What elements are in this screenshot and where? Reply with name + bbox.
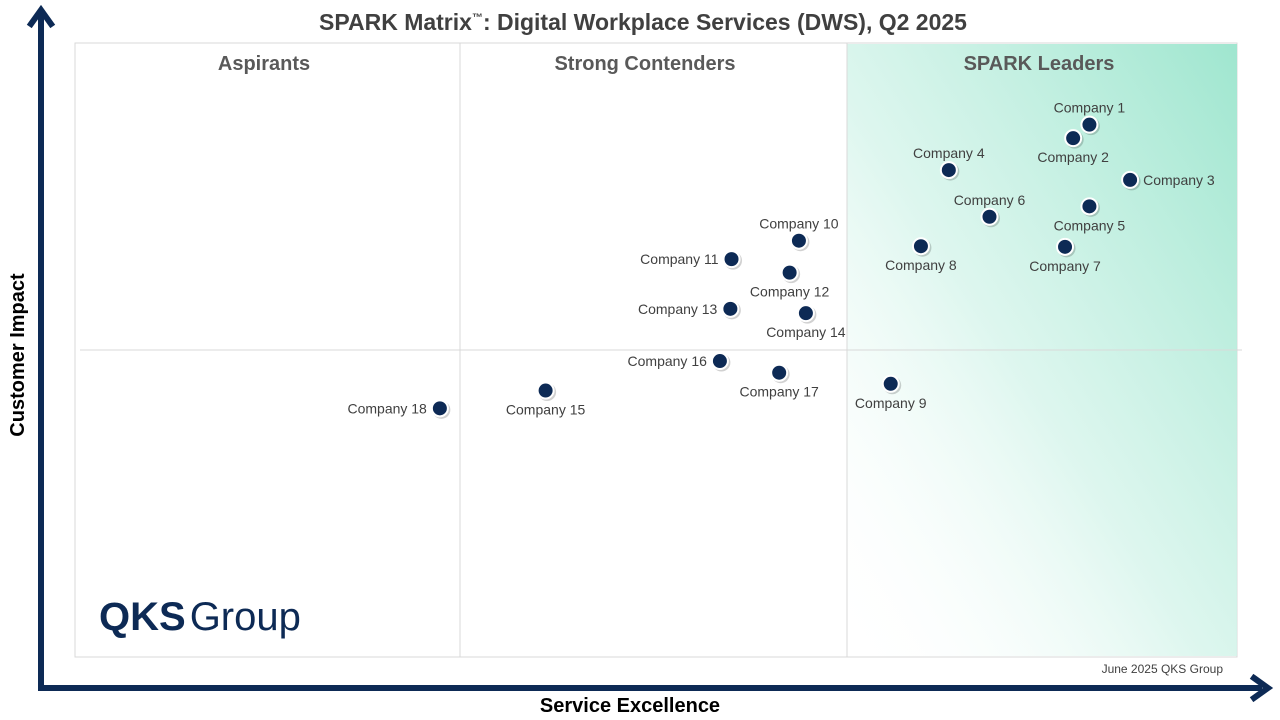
data-point-company-13: [721, 299, 740, 318]
data-point-company-10: [789, 231, 808, 250]
y-axis-label: Customer Impact: [7, 273, 29, 437]
point-label-company-13: Company 13: [638, 301, 718, 317]
data-point-company-14: [796, 304, 815, 323]
point-label-company-3: Company 3: [1143, 172, 1215, 188]
x-axis-label: Service Excellence: [540, 695, 720, 717]
point-label-company-14: Company 14: [766, 324, 846, 340]
data-point-company-2: [1064, 129, 1083, 148]
data-point-company-7: [1056, 237, 1075, 256]
data-point-company-11: [722, 250, 741, 269]
data-point-company-4: [939, 161, 958, 180]
quadrant-label-leaders: SPARK Leaders: [964, 53, 1115, 75]
quadrant-label-aspirants: Aspirants: [218, 53, 310, 75]
data-point-company-12: [780, 263, 799, 282]
point-label-company-17: Company 17: [739, 384, 819, 400]
point-label-company-4: Company 4: [913, 145, 985, 161]
data-point-company-15: [536, 381, 555, 400]
point-label-company-1: Company 1: [1054, 100, 1126, 116]
point-label-company-5: Company 5: [1054, 217, 1126, 233]
data-point-company-1: [1080, 115, 1099, 134]
point-label-company-7: Company 7: [1029, 258, 1101, 274]
data-point-company-6: [980, 207, 999, 226]
data-point-company-18: [430, 399, 449, 418]
point-label-company-9: Company 9: [855, 395, 927, 411]
data-point-company-9: [881, 374, 900, 393]
data-point-company-17: [770, 363, 789, 382]
point-label-company-2: Company 2: [1037, 149, 1109, 165]
data-point-company-8: [911, 237, 930, 256]
point-label-company-16: Company 16: [628, 353, 708, 369]
data-point-company-3: [1121, 170, 1140, 189]
point-label-company-15: Company 15: [506, 402, 586, 418]
data-points-layer: Company 1 Company 2 Company 3 Company 4 Comp…: [347, 100, 1215, 419]
point-label-company-10: Company 10: [759, 216, 839, 232]
x-axis-arrowhead: [1249, 673, 1274, 703]
data-point-company-16: [710, 352, 729, 371]
qks-group-logo: QKS Group: [99, 595, 301, 639]
point-label-company-8: Company 8: [885, 257, 957, 273]
point-label-company-18: Company 18: [347, 400, 427, 416]
chart-title: SPARK Matrix™: Digital Workplace Service…: [319, 9, 967, 35]
point-label-company-12: Company 12: [750, 284, 830, 300]
data-point-company-5: [1080, 197, 1099, 216]
point-label-company-11: Company 11: [640, 251, 719, 267]
point-label-company-6: Company 6: [954, 192, 1026, 208]
y-axis-arrowhead: [26, 4, 56, 29]
footer-date-source: June 2025 QKS Group: [1102, 662, 1224, 676]
quadrant-label-strong-contenders: Strong Contenders: [554, 53, 735, 75]
